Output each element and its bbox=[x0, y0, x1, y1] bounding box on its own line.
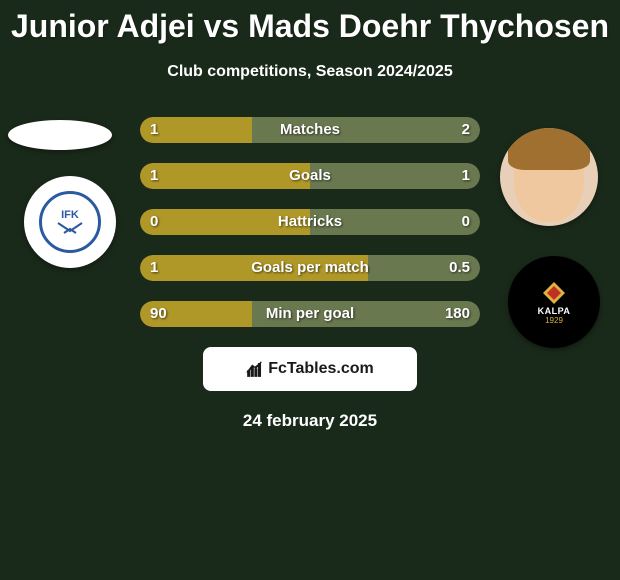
subtitle: Club competitions, Season 2024/2025 bbox=[0, 63, 620, 81]
stat-label: Min per goal bbox=[140, 301, 480, 327]
date-label: 24 february 2025 bbox=[0, 411, 620, 431]
stat-row: 00Hattricks bbox=[140, 209, 480, 235]
stat-row: 90180Min per goal bbox=[140, 301, 480, 327]
stat-row: 10.5Goals per match bbox=[140, 255, 480, 281]
stat-row: 12Matches bbox=[140, 117, 480, 143]
stat-label: Matches bbox=[140, 117, 480, 143]
stat-label: Goals per match bbox=[140, 255, 480, 281]
page-title: Junior Adjei vs Mads Doehr Thychosen bbox=[0, 0, 620, 45]
stats-bars: 12Matches 11Goals 00Hattricks 10.5Goals per… bbox=[140, 117, 480, 327]
stat-row: 11Goals bbox=[140, 163, 480, 189]
stat-label: Hattricks bbox=[140, 209, 480, 235]
stat-label: Goals bbox=[140, 163, 480, 189]
chart-icon bbox=[246, 360, 264, 378]
brand-box: FcTables.com bbox=[203, 347, 417, 391]
brand-text: FcTables.com bbox=[268, 360, 374, 378]
